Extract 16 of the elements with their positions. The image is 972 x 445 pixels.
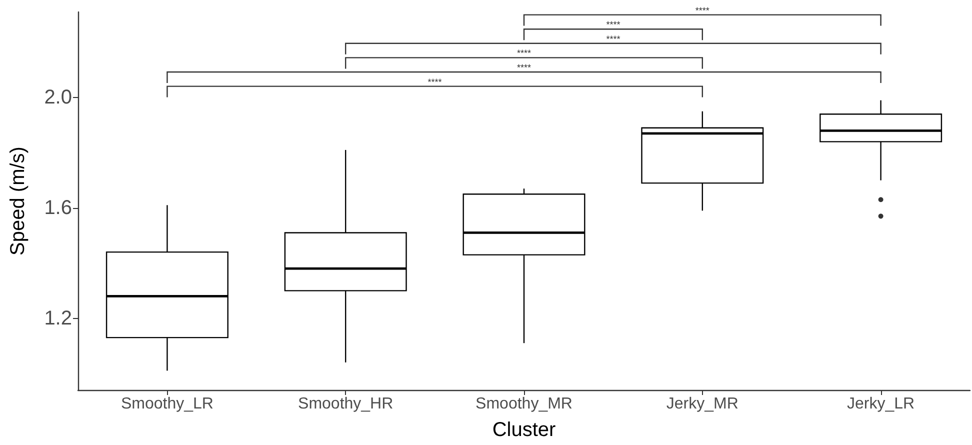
annotation: **** [606,34,621,44]
y-tick-label: 1.2 [44,307,72,330]
y-axis-title: Speed (m/s) [7,146,29,256]
y-tick-label: 1.6 [44,196,72,219]
x-tick-label: Smoothy_HR [298,396,394,412]
x-tick-label: Smoothy_MR [476,396,572,412]
x-tick-label: Smoothy_LR [120,396,214,412]
x-axis-title: Cluster [492,419,556,441]
annotation: **** [695,5,710,16]
x-tick-label: Jerky_LR [847,396,915,412]
x-tick-label: Jerky_MR [666,396,738,412]
annotation: **** [606,20,621,30]
annotation: **** [428,76,442,87]
annotation: **** [516,48,532,58]
annotation: **** [516,62,532,72]
y-tick-label: 2.0 [44,86,72,109]
